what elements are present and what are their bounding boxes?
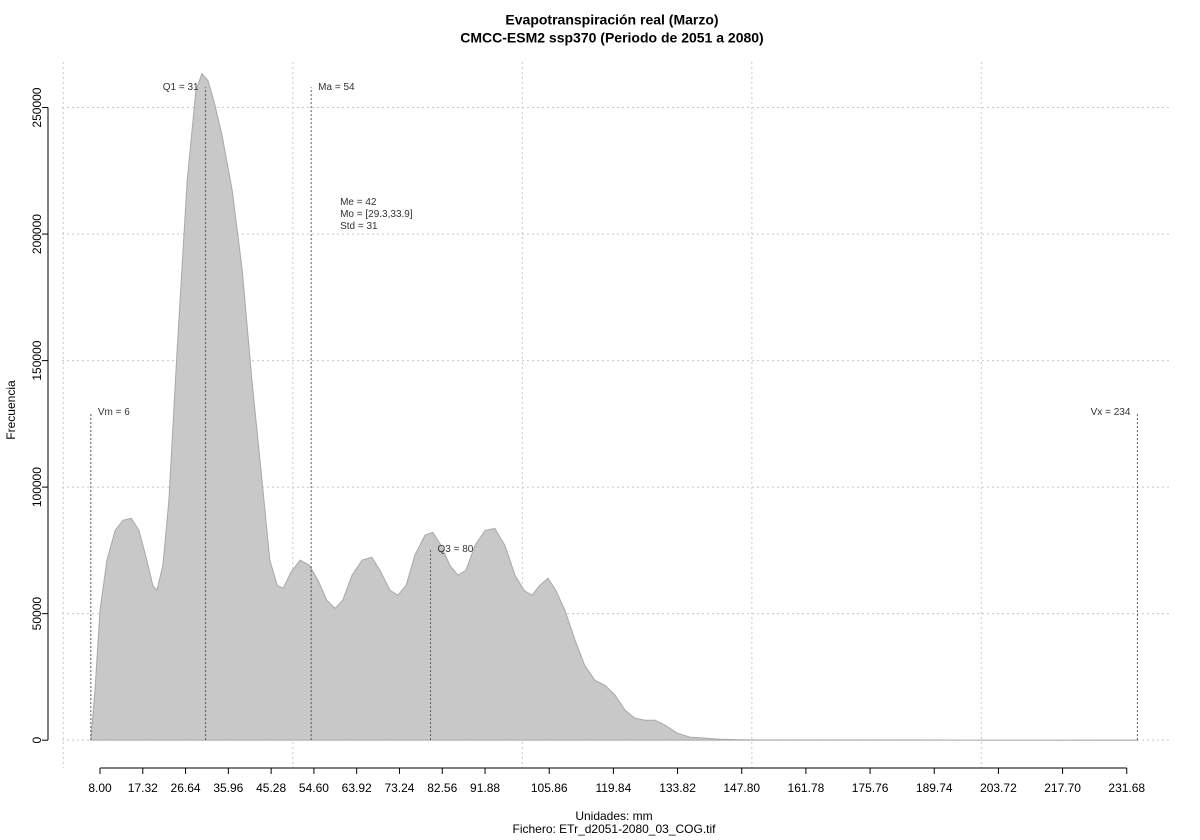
y-tick-label: 50000 xyxy=(30,597,44,631)
x-tick-label: 147.80 xyxy=(723,781,760,795)
density-area xyxy=(90,72,1138,741)
annotation-label: Q3 = 80 xyxy=(438,544,474,555)
y-tick-label: 250000 xyxy=(30,87,44,127)
annotation-label: Vx = 234 xyxy=(1091,407,1131,418)
x-tick-label: 119.84 xyxy=(595,781,631,795)
annotation-label: Ma = 54 xyxy=(318,82,355,93)
x-tick-label: 45.28 xyxy=(256,781,286,795)
y-axis-label: Frecuencia xyxy=(4,380,18,440)
chart-title: Evapotranspiración real (Marzo) xyxy=(505,12,718,28)
stats-note: Std = 31 xyxy=(340,221,378,232)
x-tick-label: 161.78 xyxy=(788,781,825,795)
y-tick-label: 200000 xyxy=(30,214,44,254)
x-tick-label: 175.76 xyxy=(852,781,889,795)
y-tick-label: 100000 xyxy=(30,467,44,507)
x-tick-label: 26.64 xyxy=(171,781,201,795)
stats-note: Me = 42 xyxy=(340,197,377,208)
x-tick-label: 35.96 xyxy=(213,781,243,795)
x-tick-label: 133.82 xyxy=(659,781,696,795)
annotation-label: Vm = 6 xyxy=(98,407,130,418)
x-tick-label: 17.32 xyxy=(128,781,158,795)
x-tick-label: 82.56 xyxy=(427,781,457,795)
caption: Fichero: ETr_d2051-2080_03_COG.tif xyxy=(513,822,717,836)
x-axis-label: Unidades: mm xyxy=(575,809,652,823)
x-tick-label: 203.72 xyxy=(980,781,1017,795)
x-tick-label: 189.74 xyxy=(916,781,953,795)
x-tick-label: 217.70 xyxy=(1044,781,1081,795)
x-tick-label: 63.92 xyxy=(342,781,372,795)
stats-note: Mo = [29.3,33.9] xyxy=(340,209,413,220)
annotation-label: Q1 = 31 xyxy=(163,82,199,93)
y-tick-label: 0 xyxy=(30,737,44,744)
chart-subtitle: CMCC-ESM2 ssp370 (Periodo de 2051 a 2080… xyxy=(460,30,763,46)
x-tick-label: 231.68 xyxy=(1108,781,1145,795)
x-tick-label: 8.00 xyxy=(88,781,112,795)
x-tick-label: 54.60 xyxy=(299,781,329,795)
y-tick-label: 150000 xyxy=(30,340,44,380)
x-tick-label: 91.88 xyxy=(470,781,500,795)
x-tick-label: 73.24 xyxy=(384,781,414,795)
x-tick-label: 105.86 xyxy=(531,781,568,795)
